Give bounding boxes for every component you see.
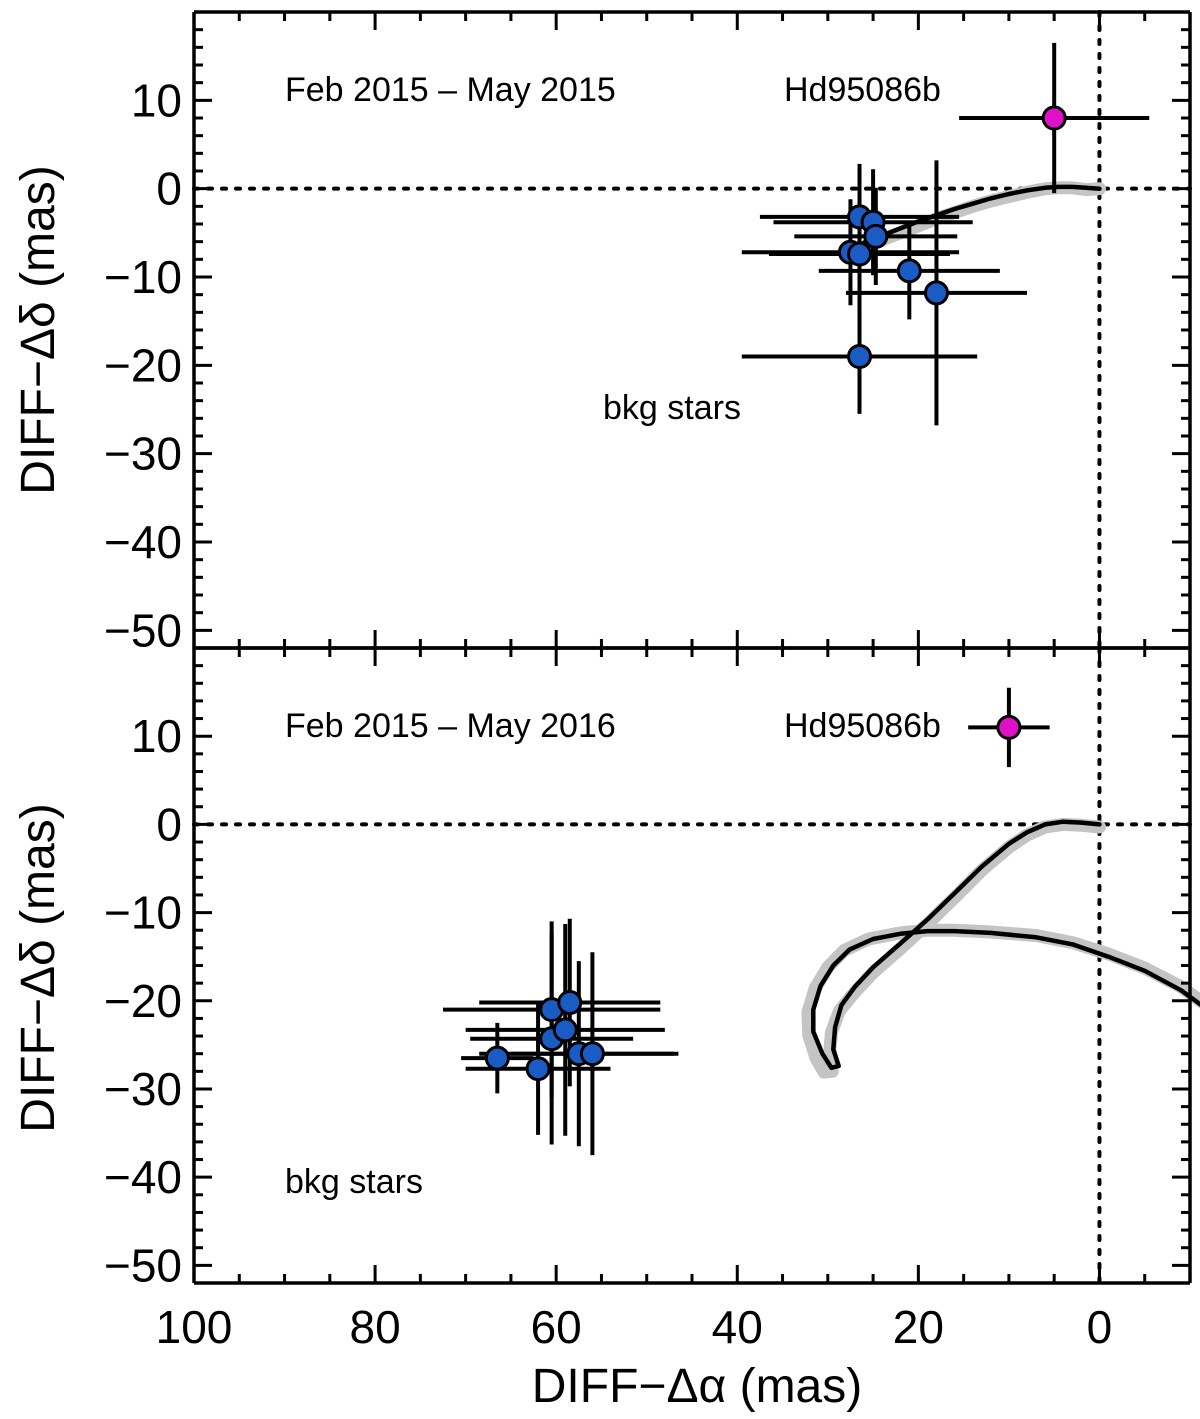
bottom-points [443,687,1050,1156]
y-tick-label: −30 [104,428,182,480]
top-panel: 10 0 −10 −20 −30 −40 −50 Feb 2015 – May 2015 H… [12,10,1192,656]
y-tick-label: −40 [104,516,182,568]
bkg-star-point [579,1041,605,1067]
y-tick-label: −40 [104,1151,182,1203]
bottom-planet-label: Hd95086b [784,707,941,745]
top-period-label: Feb 2015 – May 2015 [285,71,616,109]
top-planet-label: Hd95086b [784,71,941,109]
y-tick-label: 0 [156,163,182,215]
top-ticks: 10 0 −10 −20 −30 −40 −50 [104,10,1192,656]
planet-point [1041,105,1067,131]
top-y-axis-label: DIFF−Δδ (mas) [12,165,65,494]
top-bkg-stars-label: bkg stars [603,389,741,427]
x-tick-label: 20 [893,1301,944,1353]
bottom-period-label: Feb 2015 – May 2016 [285,707,616,745]
bottom-reference-lines [192,646,1192,1285]
y-tick-label: −50 [104,604,182,656]
top-points [741,42,1150,426]
y-tick-label: −50 [104,1239,182,1291]
bottom-bkg-stars-label: bkg stars [285,1163,423,1201]
bkg-star-point [525,1056,551,1082]
bkg-star-point [923,280,949,306]
bkg-star-point [484,1045,510,1071]
black-motion-track [861,184,1102,245]
black-motion-track [811,819,1200,1071]
x-axis-label: DIFF−Δα (mas) [532,1360,862,1413]
y-tick-label: −10 [104,887,182,939]
y-tick-label: 0 [156,798,182,850]
y-tick-label: −30 [104,1063,182,1115]
y-tick-label: 10 [131,74,182,126]
y-tick-label: −10 [104,251,182,303]
y-tick-label: −20 [104,339,182,391]
y-tick-label: −20 [104,975,182,1027]
x-tick-label: 80 [350,1301,401,1353]
bkg-star-point [863,223,889,249]
x-tick-label: 0 [1087,1301,1113,1353]
bkg-star-point [847,241,873,267]
bottom-y-axis-label: DIFF−Δδ (mas) [12,803,65,1132]
x-tick-label: 40 [712,1301,763,1353]
x-tick-label: 100 [156,1301,233,1353]
bkg-star-point [896,258,922,284]
bottom-tracks [801,817,1200,1079]
bkg-star-point [847,344,873,369]
x-tick-label: 60 [531,1301,582,1353]
bkg-star-point [552,1017,578,1043]
bkg-star-point [557,990,583,1016]
planet-point [996,714,1022,740]
y-tick-label: 10 [131,710,182,762]
